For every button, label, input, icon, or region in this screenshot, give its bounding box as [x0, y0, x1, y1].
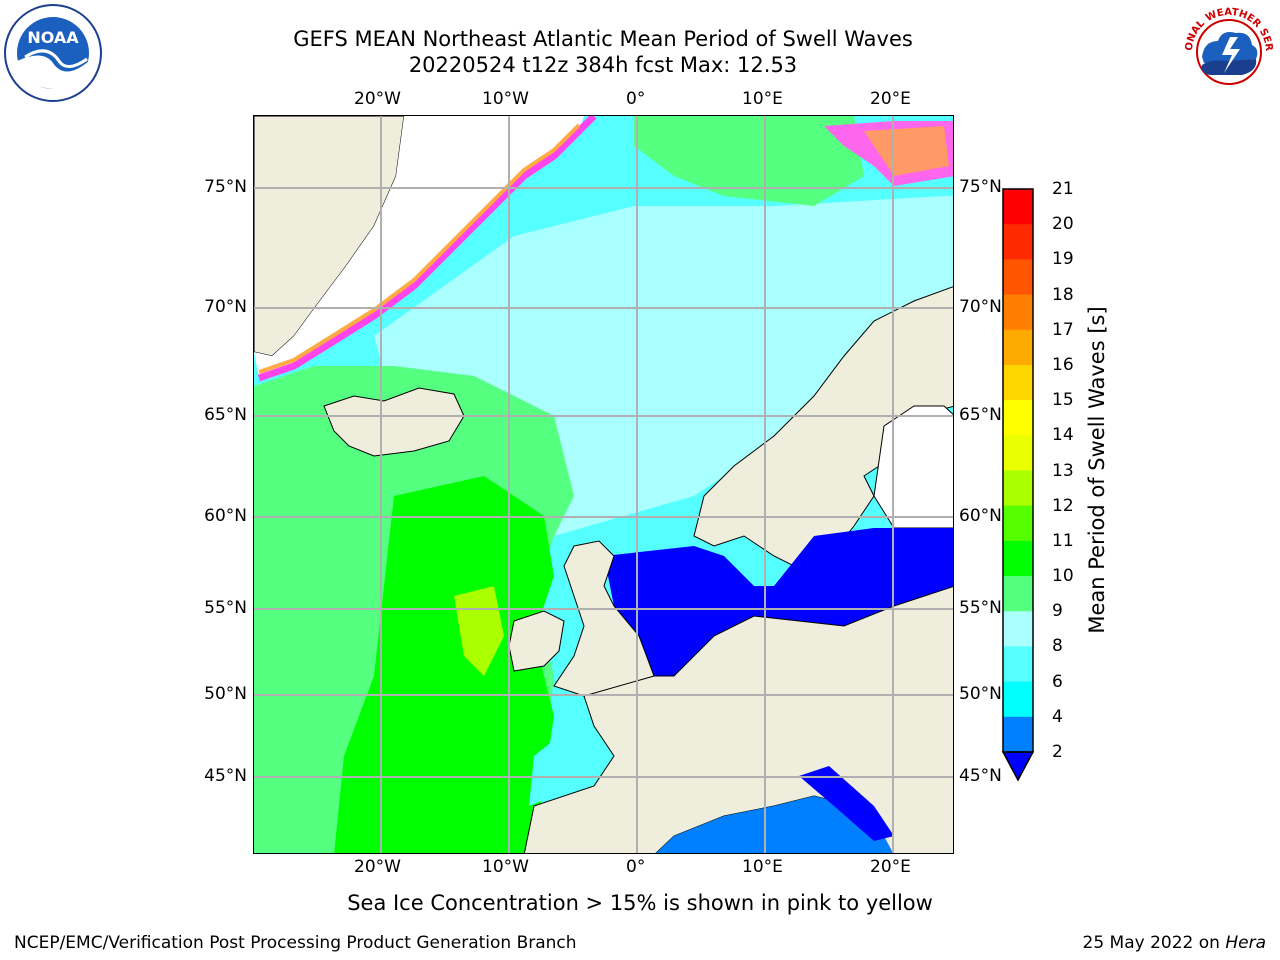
colorbar-segment [1003, 364, 1033, 401]
colorbar-segment [1003, 224, 1033, 260]
swell-zone-6s-biscay [529, 716, 599, 806]
swell-zone-2s-north-sea [604, 528, 953, 676]
sea-ice-edge-outer [258, 123, 581, 374]
colorbar-tick-label: 16 [1052, 354, 1074, 375]
map-gridlines [254, 116, 953, 853]
lat-tick-left: 45°N [204, 766, 247, 786]
swell-period-map [253, 115, 954, 854]
lat-tick-right: 60°N [959, 506, 1002, 526]
colorbar-title: Mean Period of Swell Waves [s] [1085, 306, 1109, 634]
lon-tick-top: 10°W [482, 89, 529, 109]
iceland-land [323, 387, 465, 457]
barents-sea-ice-core [864, 126, 949, 176]
footer-date: 25 May 2022 on Hera [1083, 933, 1267, 953]
colorbar-segment [1003, 400, 1033, 436]
lat-tick-left: 65°N [204, 405, 247, 425]
colorbar-tick-label: 12 [1052, 495, 1074, 516]
colorbar-segment [1003, 611, 1033, 647]
colorbar-segment [1003, 540, 1033, 577]
colorbar-tick-label: 18 [1052, 284, 1074, 305]
colorbar-tick-label: 8 [1052, 636, 1063, 657]
chart-title: GEFS MEAN Northeast Atlantic Mean Period… [293, 27, 913, 51]
colorbar-tick-label: 13 [1052, 460, 1074, 481]
colorbar-tick-label: 15 [1052, 390, 1074, 411]
lat-tick-left: 50°N [204, 684, 247, 704]
swell-zone-11s [334, 476, 554, 853]
colorbar-tick-label: 14 [1052, 425, 1074, 446]
ice-free-white [254, 116, 584, 378]
lon-tick-bottom: 10°E [742, 857, 783, 877]
lat-tick-right: 55°N [959, 598, 1002, 618]
colorbar [1001, 188, 1035, 782]
colorbar-tick-label: 4 [1052, 706, 1063, 727]
colorbar-segment [1003, 294, 1033, 331]
lat-tick-right: 70°N [959, 297, 1002, 317]
footer-credit: NCEP/EMC/Verification Post Processing Pr… [14, 933, 577, 953]
colorbar-segments [1003, 189, 1033, 753]
colorbar-tick-label: 19 [1052, 249, 1074, 270]
sea-ice-caption: Sea Ice Concentration > 15% is shown in … [347, 891, 933, 915]
lat-tick-left: 55°N [204, 598, 247, 618]
colorbar-segment [1003, 329, 1033, 366]
lon-tick-top: 20°W [354, 89, 401, 109]
swell-zone-2s-adriatic [799, 766, 894, 841]
colorbar-tick-label: 21 [1052, 179, 1074, 199]
sea-ice-edge [257, 116, 597, 382]
colorbar-segment [1003, 576, 1033, 612]
colorbar-segment [1003, 646, 1033, 683]
map-canvas [254, 116, 953, 853]
colorbar-extend-arrow [1001, 751, 1035, 782]
colorbar-segment [1003, 435, 1033, 471]
colorbar-tick-label: 9 [1052, 601, 1063, 622]
lat-tick-right: 45°N [959, 766, 1002, 786]
colorbar-outline [1002, 188, 1034, 753]
colorbar-tick-label: 20 [1052, 214, 1074, 235]
noaa-logo-text: NOAA [27, 28, 79, 47]
lat-tick-left: 70°N [204, 297, 247, 317]
colorbar-segment [1003, 189, 1033, 225]
colorbar-tick-label: 2 [1052, 742, 1063, 762]
colorbar-segment [1003, 470, 1033, 507]
lon-tick-top: 20°E [870, 89, 911, 109]
swell-zone-2s-mediterranean [656, 796, 893, 853]
lat-tick-right: 65°N [959, 405, 1002, 425]
colorbar-tick-label: 17 [1052, 319, 1074, 340]
chart-subtitle: 20220524 t12z 384h fcst Max: 12.53 [408, 53, 798, 77]
colorbar-tick-label: 10 [1052, 566, 1074, 587]
noaa-logo-icon: NOAA [4, 4, 102, 102]
footer-machine: Hera [1225, 933, 1266, 953]
gulf-of-bothnia-white [873, 405, 953, 529]
swell-zone-north-green [634, 116, 864, 206]
lon-tick-bottom: 20°E [870, 857, 911, 877]
lat-tick-right: 50°N [959, 684, 1002, 704]
lat-tick-left: 75°N [204, 177, 247, 197]
lat-tick-left: 60°N [204, 506, 247, 526]
colorbar-tick-label: 6 [1052, 671, 1063, 692]
lat-tick-right: 75°N [959, 177, 1002, 197]
lon-tick-bottom: 10°W [482, 857, 529, 877]
colorbar-tick-label: 11 [1052, 530, 1074, 551]
lon-tick-top: 10°E [742, 89, 783, 109]
lon-tick-top: 0° [626, 89, 646, 109]
colorbar-segment [1003, 716, 1033, 753]
national-weather-service-logo-icon: NATIONAL WEATHER SERVICE [1180, 3, 1276, 99]
lon-tick-bottom: 20°W [354, 857, 401, 877]
colorbar-segment [1003, 505, 1033, 542]
footer-date-text: 25 May 2022 on [1082, 933, 1226, 953]
colorbar-segment [1003, 259, 1033, 296]
colorbar-segment [1003, 681, 1033, 718]
lon-tick-bottom: 0° [626, 857, 646, 877]
